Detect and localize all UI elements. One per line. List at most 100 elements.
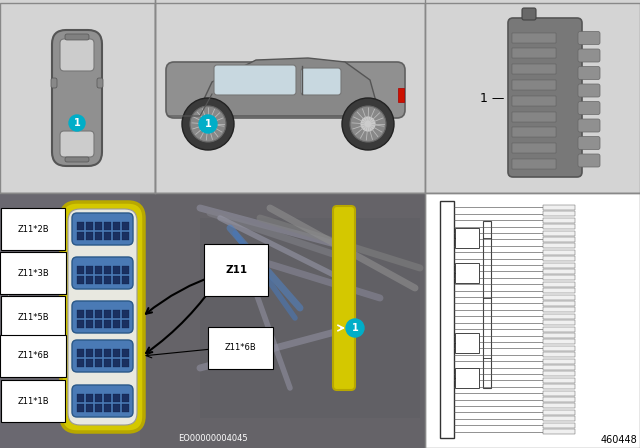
- FancyBboxPatch shape: [60, 131, 94, 157]
- Bar: [86, 404, 93, 412]
- Bar: [77, 310, 84, 318]
- Bar: [122, 222, 129, 230]
- Bar: [543, 205, 575, 210]
- Bar: [86, 349, 93, 357]
- Bar: [543, 384, 575, 389]
- FancyBboxPatch shape: [522, 8, 536, 20]
- FancyBboxPatch shape: [72, 301, 133, 333]
- Bar: [543, 276, 575, 280]
- FancyBboxPatch shape: [301, 68, 341, 95]
- Circle shape: [199, 115, 217, 133]
- Bar: [512, 33, 556, 43]
- FancyBboxPatch shape: [72, 213, 133, 245]
- Bar: [122, 232, 129, 240]
- Bar: [122, 394, 129, 402]
- FancyBboxPatch shape: [72, 340, 133, 372]
- Bar: [77, 276, 84, 284]
- Text: Z11*5B: Z11*5B: [17, 313, 49, 322]
- Bar: [104, 404, 111, 412]
- Bar: [425, 193, 640, 448]
- FancyBboxPatch shape: [51, 78, 57, 88]
- Bar: [86, 310, 93, 318]
- Text: Z11*1B: Z11*1B: [17, 396, 49, 405]
- Bar: [77, 266, 84, 274]
- Bar: [543, 301, 575, 306]
- Text: 1: 1: [351, 323, 358, 333]
- Text: EO00000004045: EO00000004045: [178, 434, 248, 443]
- Bar: [543, 416, 575, 421]
- Bar: [543, 352, 575, 357]
- Bar: [543, 391, 575, 396]
- Bar: [86, 394, 93, 402]
- Bar: [77, 222, 84, 230]
- Text: 1: 1: [74, 118, 81, 128]
- Bar: [95, 266, 102, 274]
- FancyBboxPatch shape: [61, 202, 144, 432]
- Bar: [95, 349, 102, 357]
- Bar: [86, 222, 93, 230]
- FancyBboxPatch shape: [166, 62, 405, 118]
- Text: Z11*6B: Z11*6B: [225, 344, 257, 353]
- Bar: [95, 276, 102, 284]
- Bar: [77, 320, 84, 328]
- Bar: [122, 320, 129, 328]
- Bar: [543, 243, 575, 248]
- Bar: [0, 193, 425, 448]
- Bar: [113, 404, 120, 412]
- Circle shape: [190, 106, 226, 142]
- Bar: [543, 371, 575, 376]
- Bar: [86, 232, 93, 240]
- Bar: [440, 201, 454, 438]
- Text: Z11: Z11: [225, 265, 247, 275]
- Bar: [200, 218, 420, 418]
- Bar: [543, 282, 575, 287]
- Bar: [95, 310, 102, 318]
- Bar: [122, 404, 129, 412]
- Bar: [104, 266, 111, 274]
- Bar: [113, 359, 120, 367]
- Bar: [95, 404, 102, 412]
- Bar: [140, 193, 425, 448]
- Bar: [113, 232, 120, 240]
- Bar: [543, 269, 575, 274]
- Circle shape: [350, 106, 386, 142]
- Bar: [104, 320, 111, 328]
- Bar: [86, 276, 93, 284]
- FancyBboxPatch shape: [578, 137, 600, 150]
- FancyBboxPatch shape: [68, 209, 137, 425]
- Bar: [455, 263, 479, 283]
- FancyBboxPatch shape: [578, 84, 600, 97]
- Bar: [543, 320, 575, 325]
- FancyBboxPatch shape: [333, 206, 355, 390]
- Bar: [122, 310, 129, 318]
- Bar: [95, 222, 102, 230]
- FancyBboxPatch shape: [578, 102, 600, 115]
- FancyBboxPatch shape: [65, 34, 89, 40]
- Bar: [543, 359, 575, 364]
- Circle shape: [182, 98, 234, 150]
- Bar: [512, 159, 556, 169]
- Circle shape: [360, 116, 376, 132]
- Bar: [512, 96, 556, 106]
- Bar: [104, 222, 111, 230]
- Circle shape: [69, 115, 85, 131]
- Text: 1 —: 1 —: [479, 91, 504, 104]
- Bar: [95, 359, 102, 367]
- Bar: [543, 263, 575, 267]
- Bar: [86, 266, 93, 274]
- Bar: [86, 320, 93, 328]
- Bar: [0, 193, 140, 448]
- Text: 460448: 460448: [600, 435, 637, 445]
- Text: Z11*2B: Z11*2B: [17, 224, 49, 233]
- FancyBboxPatch shape: [578, 66, 600, 79]
- Bar: [543, 250, 575, 255]
- Bar: [0, 3, 155, 193]
- FancyBboxPatch shape: [578, 31, 600, 44]
- Bar: [543, 288, 575, 293]
- Bar: [543, 346, 575, 351]
- Circle shape: [346, 319, 364, 337]
- Bar: [543, 307, 575, 312]
- FancyBboxPatch shape: [578, 119, 600, 132]
- Bar: [398, 88, 404, 102]
- FancyBboxPatch shape: [578, 49, 600, 62]
